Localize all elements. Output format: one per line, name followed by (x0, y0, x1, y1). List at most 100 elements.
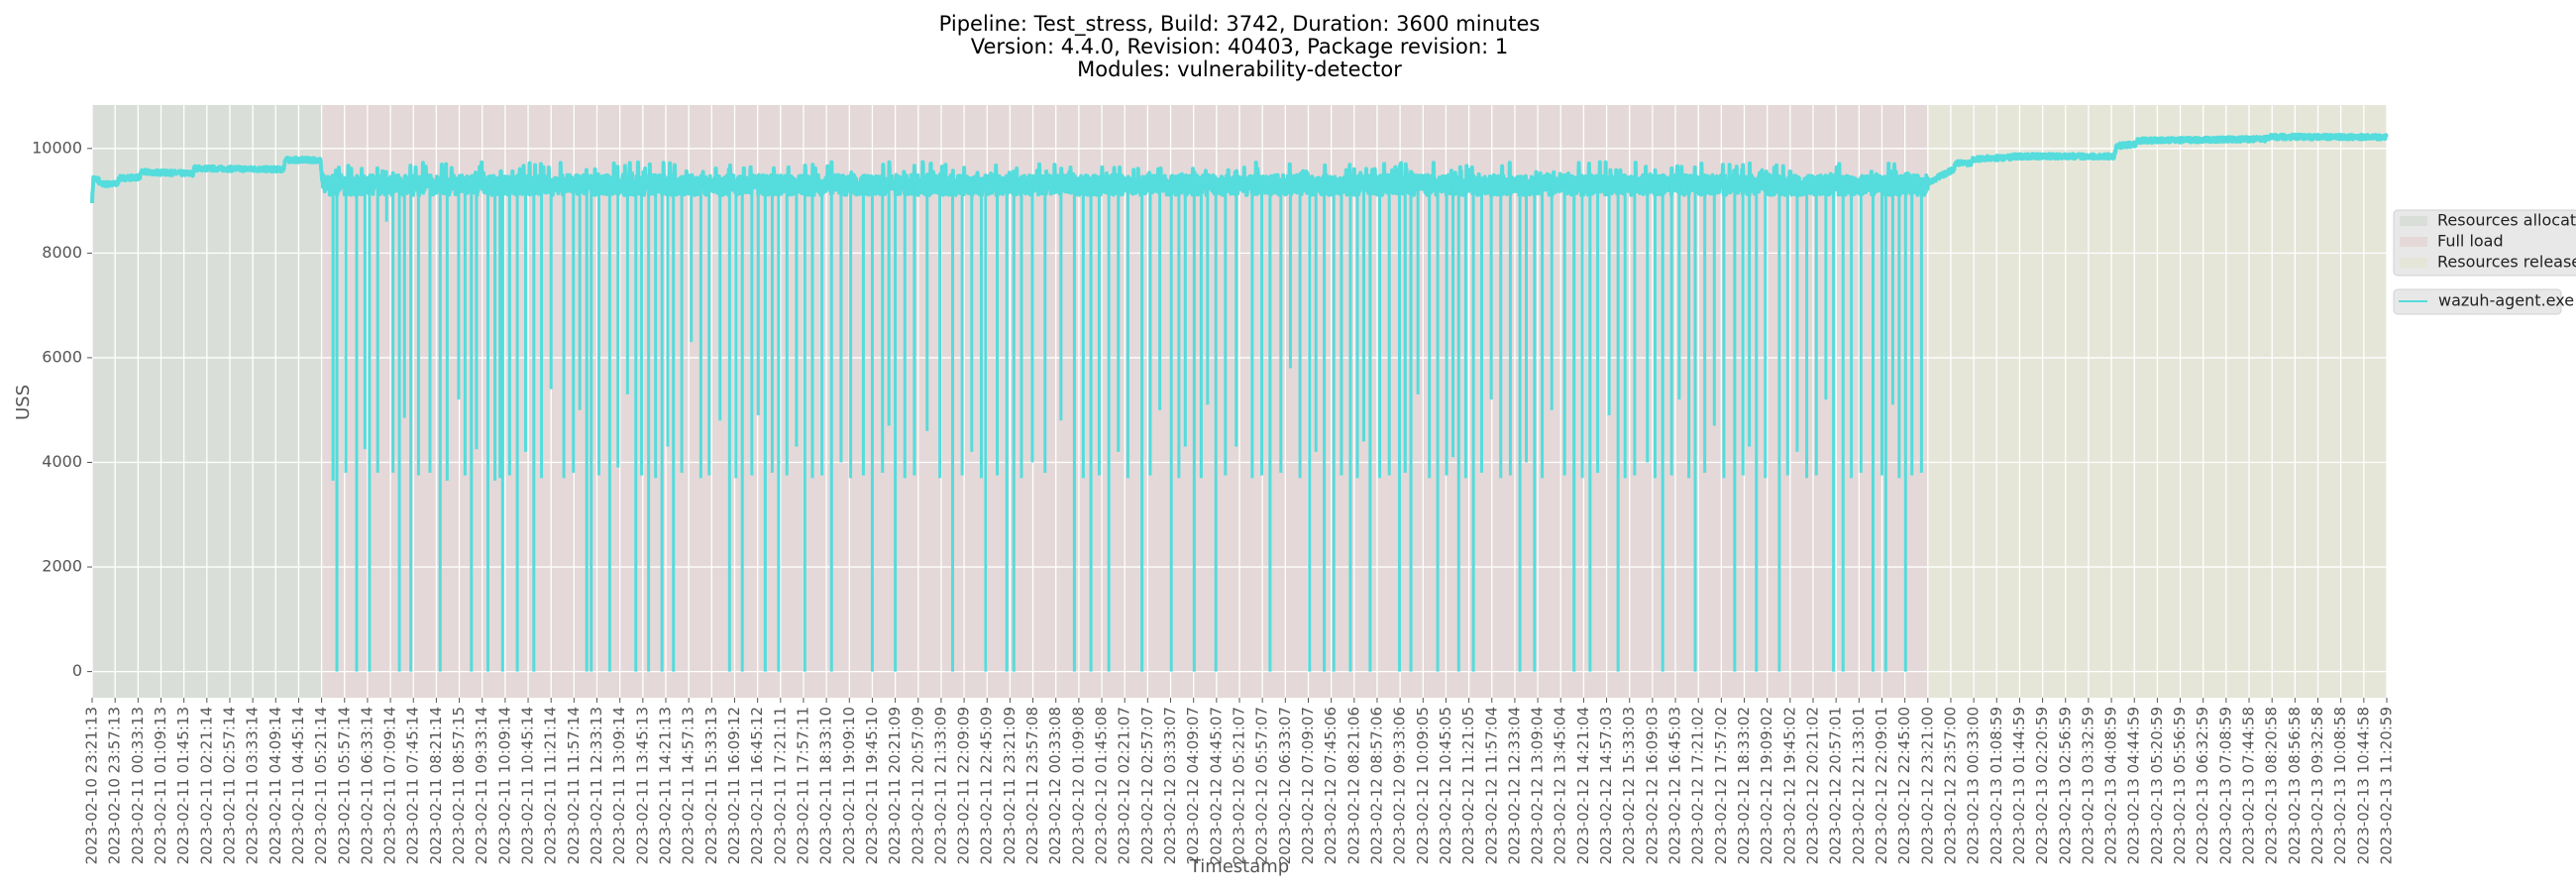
x-tick-label: 2023-02-11 20:21:09 (886, 707, 904, 864)
legend-label-full-load: Full load (2437, 232, 2504, 251)
x-tick-label: 2023-02-11 00:33:13 (129, 707, 147, 864)
x-tick-label: 2023-02-11 14:21:13 (657, 707, 675, 864)
x-tick-label: 2023-02-12 22:09:01 (1873, 707, 1890, 864)
x-tick-label: 2023-02-12 20:21:02 (1804, 707, 1822, 864)
y-tick-label: 2000 (42, 557, 82, 576)
x-tick-label: 2023-02-13 08:20:58 (2263, 707, 2281, 864)
x-tick-label: 2023-02-12 23:21:00 (1918, 707, 1936, 864)
x-tick-label: 2023-02-12 04:45:07 (1207, 707, 1225, 864)
x-tick-label: 2023-02-12 01:45:08 (1093, 707, 1111, 864)
x-tick-label: 2023-02-11 05:21:14 (312, 707, 330, 864)
x-tick-label: 2023-02-11 01:45:13 (174, 707, 192, 864)
x-tick-label: 2023-02-12 16:09:03 (1643, 707, 1661, 864)
x-tick-label: 2023-02-12 15:33:03 (1620, 707, 1638, 864)
x-tick-label: 2023-02-13 02:20:59 (2033, 707, 2051, 864)
x-tick-label: 2023-02-12 14:21:04 (1574, 707, 1592, 864)
x-tick-label: 2023-02-11 11:21:14 (542, 707, 560, 864)
x-tick-label: 2023-02-11 21:33:09 (931, 707, 949, 864)
x-tick-label: 2023-02-13 05:56:59 (2171, 707, 2189, 864)
x-tick-label: 2023-02-13 03:32:59 (2079, 707, 2096, 864)
x-tick-label: 2023-02-13 00:33:00 (1965, 707, 1983, 864)
x-tick-label: 2023-02-12 04:09:07 (1184, 707, 1202, 864)
x-tick-label: 2023-02-12 21:33:01 (1850, 707, 1868, 864)
x-tick-label: 2023-02-13 09:32:58 (2308, 707, 2326, 864)
x-tick-label: 2023-02-12 13:45:04 (1552, 707, 1569, 864)
series-wazuh-agent (90, 132, 2389, 672)
x-tick-label: 2023-02-12 20:57:01 (1827, 707, 1845, 864)
x-tick-label: 2023-02-12 06:33:07 (1276, 707, 1294, 864)
legend-series-box (2393, 288, 2562, 315)
x-tick-label: 2023-02-12 07:45:06 (1322, 707, 1340, 864)
x-tick-label: 2023-02-11 14:57:13 (680, 707, 698, 864)
legend-phases: Resources allocation Full load Resources… (2393, 209, 2576, 277)
x-tick-label: 2023-02-11 15:33:13 (702, 707, 720, 864)
x-tick-label: 2023-02-12 18:33:02 (1735, 707, 1753, 864)
x-tick-label: 2023-02-11 03:33:14 (244, 707, 262, 864)
title-line-1: Pipeline: Test_stress, Build: 3742, Dura… (939, 12, 1541, 37)
x-tick-label: 2023-02-13 04:08:59 (2102, 707, 2120, 864)
x-tick-label: 2023-02-11 09:33:14 (473, 707, 490, 864)
x-tick-label: 2023-02-12 01:09:08 (1069, 707, 1087, 864)
legend-label-wazuh-agent: wazuh-agent.exe (2438, 291, 2574, 310)
x-tick-label: 2023-02-13 02:56:59 (2056, 707, 2074, 864)
x-tick-label: 2023-02-13 01:44:59 (2010, 707, 2028, 864)
y-tick-label: 6000 (42, 347, 82, 366)
x-tick-label: 2023-02-11 07:45:14 (404, 707, 422, 864)
x-tick-label: 2023-02-11 04:45:14 (289, 707, 307, 864)
x-tick-label: 2023-02-11 08:21:14 (427, 707, 445, 864)
x-axis-label: Timestamp (1189, 856, 1289, 877)
x-tick-label: 2023-02-12 09:33:06 (1391, 707, 1409, 864)
x-tick-label: 2023-02-11 10:09:14 (495, 707, 513, 864)
x-tick-label: 2023-02-12 05:21:07 (1231, 707, 1248, 864)
x-tick-label: 2023-02-11 02:21:14 (197, 707, 215, 864)
y-axis-label: USS (13, 385, 34, 420)
y-tick-label: 8000 (42, 243, 82, 262)
x-tick-label: 2023-02-12 08:57:06 (1367, 707, 1385, 864)
x-tick-label: 2023-02-12 07:09:07 (1299, 707, 1317, 864)
y-tick-label: 0 (72, 661, 82, 680)
x-tick-label: 2023-02-11 20:57:09 (909, 707, 926, 864)
x-tick-label: 2023-02-12 23:57:00 (1941, 707, 1959, 864)
title-line-3: Modules: vulnerability-detector (1077, 57, 1402, 81)
legend-swatch-allocation (2400, 216, 2427, 226)
chart-title: Pipeline: Test_stress, Build: 3742, Dura… (939, 12, 1541, 81)
x-tick-label: 2023-02-11 06:33:14 (358, 707, 376, 864)
legend-label-release: Resources release (2437, 253, 2576, 272)
x-tick-label: 2023-02-12 17:21:02 (1689, 707, 1707, 864)
x-tick-label: 2023-02-11 17:57:11 (794, 707, 811, 864)
x-tick-label: 2023-02-11 04:09:14 (267, 707, 284, 864)
x-tick-label: 2023-02-13 10:44:58 (2354, 707, 2372, 864)
x-tick-label: 2023-02-11 16:45:12 (748, 707, 766, 864)
x-tick-label: 2023-02-13 05:20:59 (2148, 707, 2166, 864)
x-tick-label: 2023-02-11 07:09:14 (381, 707, 399, 864)
y-tick-label: 10000 (32, 138, 82, 157)
x-tick-label: 2023-02-13 08:56:58 (2286, 707, 2304, 864)
x-tick-label: 2023-02-11 22:45:09 (978, 707, 996, 864)
x-tick-label: 2023-02-13 10:08:58 (2331, 707, 2349, 864)
x-tick-label: 2023-02-12 02:21:07 (1116, 707, 1133, 864)
x-tick-label: 2023-02-12 13:09:04 (1529, 707, 1547, 864)
x-tick-label: 2023-02-11 12:33:13 (588, 707, 605, 864)
legend-label-allocation: Resources allocation (2437, 211, 2576, 230)
x-tick-label: 2023-02-12 17:57:02 (1712, 707, 1730, 864)
x-tick-label: 2023-02-11 11:57:14 (565, 707, 583, 864)
x-tick-label: 2023-02-12 16:45:03 (1666, 707, 1684, 864)
x-tick-label: 2023-02-13 11:20:59 (2378, 707, 2396, 864)
series-line (90, 132, 2389, 204)
x-tick-label: 2023-02-11 17:21:11 (771, 707, 789, 864)
x-axis: 2023-02-10 23:21:13 2023-02-10 23:57:13 20… (83, 698, 2396, 864)
x-tick-label: 2023-02-12 14:57:03 (1597, 707, 1615, 864)
x-tick-label: 2023-02-11 08:57:15 (450, 707, 468, 864)
x-tick-label: 2023-02-12 10:09:05 (1414, 707, 1432, 864)
x-tick-label: 2023-02-11 22:09:09 (955, 707, 973, 864)
x-tick-label: 2023-02-13 06:32:59 (2194, 707, 2211, 864)
x-tick-label: 2023-02-11 16:09:12 (725, 707, 743, 864)
y-axis: 0 2000 4000 6000 8000 10000 (32, 138, 92, 680)
x-tick-label: 2023-02-10 23:21:13 (83, 707, 101, 864)
x-tick-label: 2023-02-11 19:09:10 (840, 707, 858, 864)
x-tick-label: 2023-02-12 19:09:02 (1758, 707, 1775, 864)
x-tick-label: 2023-02-11 19:45:10 (863, 707, 881, 864)
legend-phases-box (2393, 209, 2576, 277)
x-tick-label: 2023-02-11 18:33:10 (817, 707, 835, 864)
x-tick-label: 2023-02-13 04:44:59 (2125, 707, 2143, 864)
